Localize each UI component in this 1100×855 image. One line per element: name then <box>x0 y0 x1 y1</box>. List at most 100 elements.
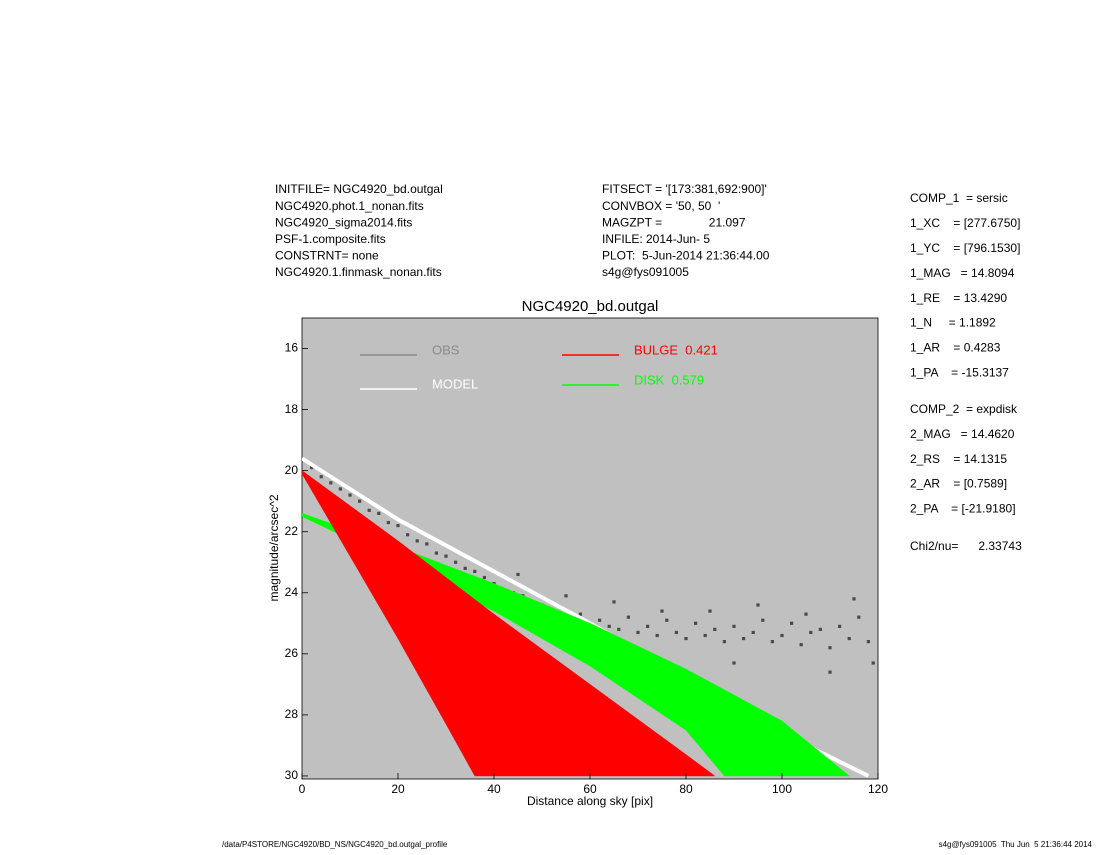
obs-point <box>425 542 429 546</box>
obs-point <box>708 609 712 613</box>
obs-point <box>713 627 717 632</box>
x-axis-label: Distance along sky [pix] <box>527 794 653 808</box>
chart-title: NGC4920_bd.outgal <box>522 298 659 315</box>
obs-point <box>660 609 664 613</box>
obs-point <box>319 475 323 479</box>
obs-point <box>866 640 870 644</box>
y-tick-label: 18 <box>285 402 299 416</box>
obs-point <box>828 646 832 650</box>
obs-point <box>646 624 650 628</box>
y-tick-label: 28 <box>285 707 299 721</box>
obs-point <box>636 630 640 635</box>
fit-parameter: Chi2/nu= 2.33743 <box>910 539 1022 553</box>
obs-point <box>756 603 760 607</box>
obs-point <box>847 636 851 641</box>
fit-parameter: 1_XC = [277.6750] <box>910 216 1020 230</box>
obs-point <box>578 612 582 616</box>
obs-point <box>348 493 352 497</box>
y-tick-label: 24 <box>285 585 299 599</box>
obs-point <box>338 487 342 491</box>
fit-parameter: 1_MAG = 14.8094 <box>910 266 1015 280</box>
footer-right: s4g@fys091005 Thu Jun 5 21:36:44 2014 <box>939 840 1093 849</box>
obs-point <box>626 615 630 619</box>
header-line: PLOT: 5-Jun-2014 21:36:44.00 <box>602 249 770 263</box>
obs-point <box>809 630 813 635</box>
header-line: MAGZPT = 21.097 <box>602 215 746 229</box>
obs-point <box>367 508 371 512</box>
fit-parameter: 1_RE = 13.4290 <box>910 291 1007 305</box>
fit-parameter: 1_AR = 0.4283 <box>910 341 1001 355</box>
y-tick-label: 16 <box>285 341 299 355</box>
header-line: s4g@fys091005 <box>602 265 689 279</box>
obs-point <box>780 633 784 638</box>
obs-point <box>790 621 794 625</box>
obs-point <box>770 640 774 644</box>
obs-point <box>684 636 688 641</box>
header-line: NGC4920.1.finmask_nonan.fits <box>275 265 442 279</box>
fit-parameter: COMP_1 = sersic <box>910 191 1008 205</box>
obs-point <box>799 643 803 647</box>
legend-label: BULGE 0.421 <box>634 342 718 357</box>
header-line: PSF-1.composite.fits <box>275 232 386 246</box>
obs-point <box>329 481 333 485</box>
obs-point <box>516 572 520 577</box>
x-tick-label: 40 <box>487 782 501 796</box>
obs-point <box>703 633 707 638</box>
fit-parameter: 2_AR = [0.7589] <box>910 477 1007 491</box>
legend-label: DISK 0.579 <box>634 372 704 387</box>
obs-point <box>406 533 410 537</box>
obs-point <box>722 640 726 644</box>
obs-point <box>871 661 875 665</box>
obs-point <box>742 636 746 641</box>
obs-point <box>857 615 861 619</box>
obs-point <box>598 618 602 622</box>
obs-point <box>358 499 362 503</box>
obs-point <box>482 575 486 580</box>
component-band <box>302 470 716 777</box>
y-tick-label: 22 <box>285 524 299 538</box>
header-line: NGC4920.phot.1_nonan.fits <box>275 199 424 213</box>
obs-point <box>463 566 467 570</box>
obs-point <box>377 511 381 515</box>
obs-point <box>444 554 448 558</box>
legend-label: MODEL <box>432 376 478 391</box>
obs-point <box>838 624 842 628</box>
legend-label: OBS <box>432 342 460 357</box>
header-line: CONSTRNT= none <box>275 249 379 263</box>
header-line: INFILE: 2014-Jun- 5 <box>602 232 710 246</box>
obs-point <box>655 633 659 638</box>
obs-point <box>607 624 611 628</box>
obs-point <box>473 569 477 573</box>
obs-point <box>818 627 822 632</box>
obs-point <box>454 560 458 564</box>
header-line: INITFILE= NGC4920_bd.outgal <box>275 182 443 196</box>
obs-point <box>617 627 621 632</box>
obs-point <box>674 630 678 635</box>
obs-point <box>434 551 438 555</box>
obs-point <box>564 594 568 598</box>
obs-point <box>665 618 669 622</box>
plot-layer <box>302 456 875 778</box>
fit-parameter: 1_N = 1.1892 <box>910 316 996 330</box>
obs-point <box>804 612 808 616</box>
header-line: FITSECT = '[173:381,692:900]' <box>602 182 767 196</box>
y-tick-label: 30 <box>285 768 299 782</box>
x-tick-label: 80 <box>679 782 693 796</box>
x-tick-label: 100 <box>772 782 792 796</box>
x-tick-label: 120 <box>868 782 888 796</box>
fit-parameter: 2_RS = 14.1315 <box>910 452 1007 466</box>
footer-left: /data/P4STORE/NGC4920/BD_NS/NGC4920_bd.o… <box>222 840 448 849</box>
obs-point <box>751 630 755 635</box>
x-tick-label: 20 <box>391 782 405 796</box>
fit-parameter: 1_PA = -15.3137 <box>910 365 1009 379</box>
obs-point <box>828 670 832 674</box>
header-line: NGC4920_sigma2014.fits <box>275 215 412 229</box>
obs-point <box>415 539 419 543</box>
fit-parameter: COMP_2 = expdisk <box>910 402 1018 416</box>
y-tick-label: 20 <box>285 463 299 477</box>
y-tick-label: 26 <box>285 646 299 660</box>
obs-point <box>732 624 736 628</box>
obs-point <box>396 524 400 528</box>
obs-point <box>694 621 698 625</box>
